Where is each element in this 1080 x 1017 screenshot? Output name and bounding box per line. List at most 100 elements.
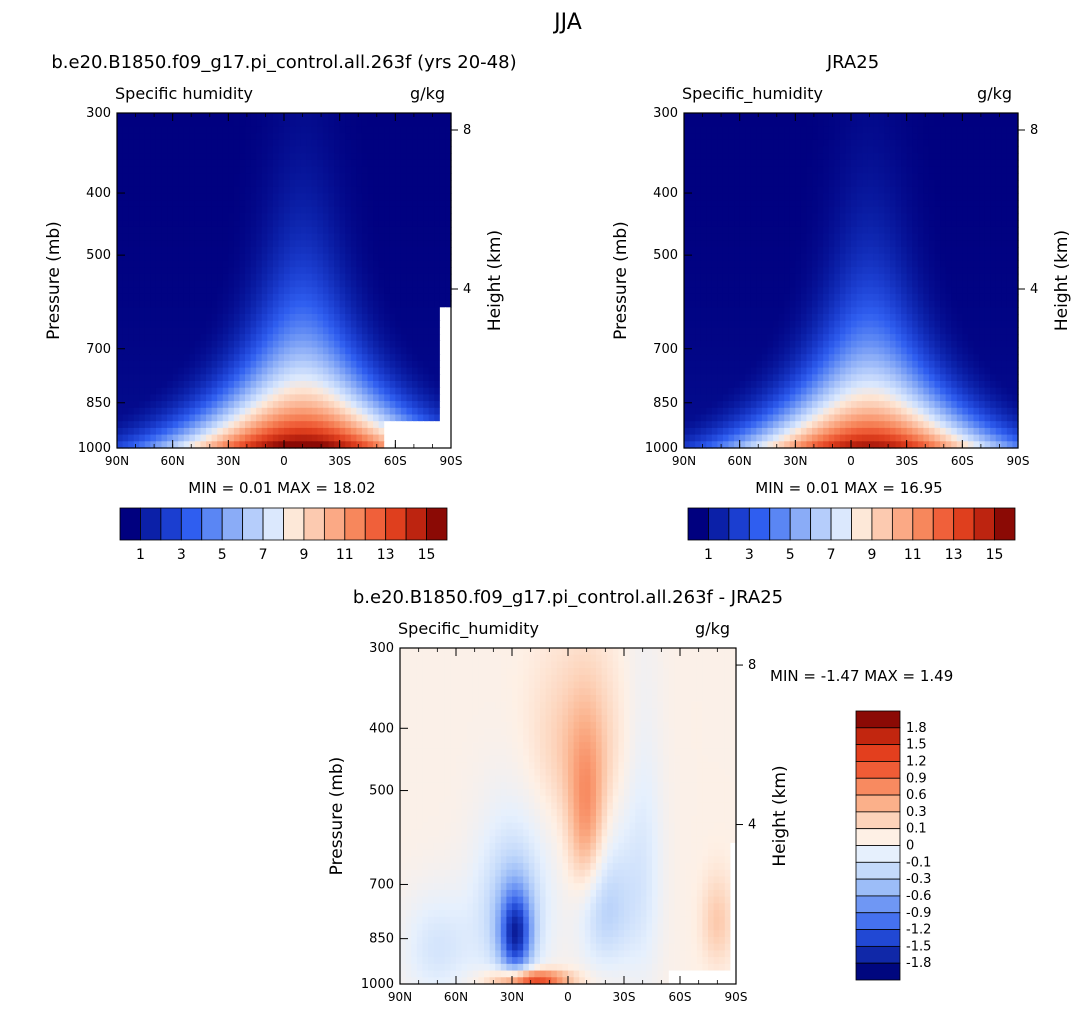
heatmap-cell	[851, 200, 858, 208]
heatmap-cell	[144, 421, 151, 429]
heatmap-cell	[306, 240, 313, 248]
heatmap-cell	[928, 260, 936, 268]
heatmap-cell	[912, 213, 919, 221]
heatmap-cell	[300, 314, 307, 322]
heatmap-cell	[722, 193, 730, 201]
heatmap-cell	[183, 206, 190, 215]
heatmap-cell	[761, 166, 769, 174]
heatmap-cell	[194, 374, 202, 382]
heatmap-cell	[761, 293, 769, 302]
heatmap-cell	[706, 213, 713, 221]
heatmap-cell	[178, 200, 185, 208]
heatmap-cell	[889, 206, 897, 215]
heatmap-cell	[434, 159, 441, 168]
heatmap-cell	[261, 173, 268, 181]
heatmap-cell	[295, 381, 302, 389]
heatmap-cell	[417, 206, 424, 215]
heatmap-cell	[167, 434, 174, 442]
heatmap-cell	[984, 180, 991, 188]
heatmap-cell	[756, 206, 763, 215]
heatmap-cell	[984, 226, 991, 235]
heatmap-cell	[845, 200, 852, 208]
heatmap-cell	[172, 407, 179, 416]
heatmap-cell	[250, 247, 257, 255]
heatmap-cell	[133, 200, 140, 208]
heatmap-cell	[345, 401, 352, 409]
heatmap-cell	[361, 320, 369, 328]
heatmap-cell	[384, 260, 391, 268]
heatmap-cell	[889, 240, 897, 248]
heatmap-cell	[172, 193, 179, 201]
heatmap-cell	[178, 113, 185, 121]
heatmap-cell	[856, 293, 863, 302]
heatmap-cell	[211, 253, 218, 261]
heatmap-cell	[812, 300, 819, 308]
heatmap-cell	[778, 247, 785, 255]
heatmap-cell	[373, 307, 380, 315]
heatmap-cell	[823, 186, 830, 194]
heatmap-cell	[873, 293, 880, 302]
heatmap-cell	[817, 273, 824, 282]
heatmap-cell	[328, 267, 335, 275]
heatmap-cell	[295, 247, 302, 255]
heatmap-cell	[795, 119, 802, 127]
heatmap-cell	[979, 247, 986, 255]
heatmap-cell	[684, 186, 691, 194]
heatmap-cell	[889, 314, 897, 322]
heatmap-cell	[167, 314, 174, 322]
heatmap-cell	[867, 180, 874, 188]
colorbar-box	[140, 507, 162, 541]
heatmap-cell	[884, 139, 891, 148]
heatmap-cell	[361, 146, 369, 154]
heatmap-cell	[261, 327, 268, 335]
heatmap-cell	[795, 307, 802, 315]
heatmap-cell	[784, 233, 791, 241]
heatmap-cell	[178, 193, 185, 201]
heatmap-cell	[722, 153, 730, 161]
heatmap-cell	[300, 226, 307, 235]
heatmap-cell	[906, 180, 913, 188]
heatmap-cell	[339, 347, 346, 355]
heatmap-cell	[695, 206, 702, 215]
heatmap-cell	[206, 314, 213, 322]
heatmap-cell	[339, 126, 346, 134]
heatmap-cell	[300, 434, 307, 442]
heatmap-cell	[901, 260, 908, 268]
heatmap-cell	[956, 253, 963, 261]
heatmap-cell	[406, 407, 413, 416]
heatmap-cell	[934, 186, 941, 194]
heatmap-cell	[940, 300, 947, 308]
heatmap-cell	[800, 166, 808, 174]
heatmap-cell	[912, 247, 919, 255]
heatmap-cell	[361, 407, 369, 416]
heatmap-cell	[322, 367, 330, 375]
heatmap-cell	[728, 119, 735, 127]
heatmap-cell	[906, 146, 913, 154]
heatmap-cell	[728, 226, 735, 235]
heatmap-cell	[256, 293, 263, 302]
heatmap-cell	[395, 367, 402, 375]
heatmap-cell	[222, 407, 229, 416]
heatmap-cell	[773, 287, 780, 295]
heatmap-cell	[951, 233, 958, 241]
heatmap-cell	[406, 133, 413, 141]
heatmap-cell	[756, 273, 763, 282]
heatmap-cell	[150, 273, 157, 282]
heatmap-cell	[973, 220, 980, 228]
heatmap-cell	[122, 119, 129, 127]
heatmap-cell	[322, 354, 330, 362]
heatmap-cell	[194, 193, 202, 201]
heatmap-cell	[117, 340, 124, 349]
heatmap-cell	[406, 280, 413, 288]
heatmap-cell	[194, 381, 202, 389]
heatmap-cell	[272, 334, 280, 342]
heatmap-cell	[317, 421, 324, 429]
heatmap-cell	[428, 133, 435, 141]
heatmap-cell	[962, 173, 969, 181]
heatmap-cell	[906, 233, 913, 241]
heatmap-cell	[1012, 139, 1019, 148]
heatmap-cell	[951, 300, 958, 308]
heatmap-cell	[889, 193, 897, 201]
heatmap-cell	[834, 113, 841, 121]
heatmap-cell	[412, 347, 419, 355]
